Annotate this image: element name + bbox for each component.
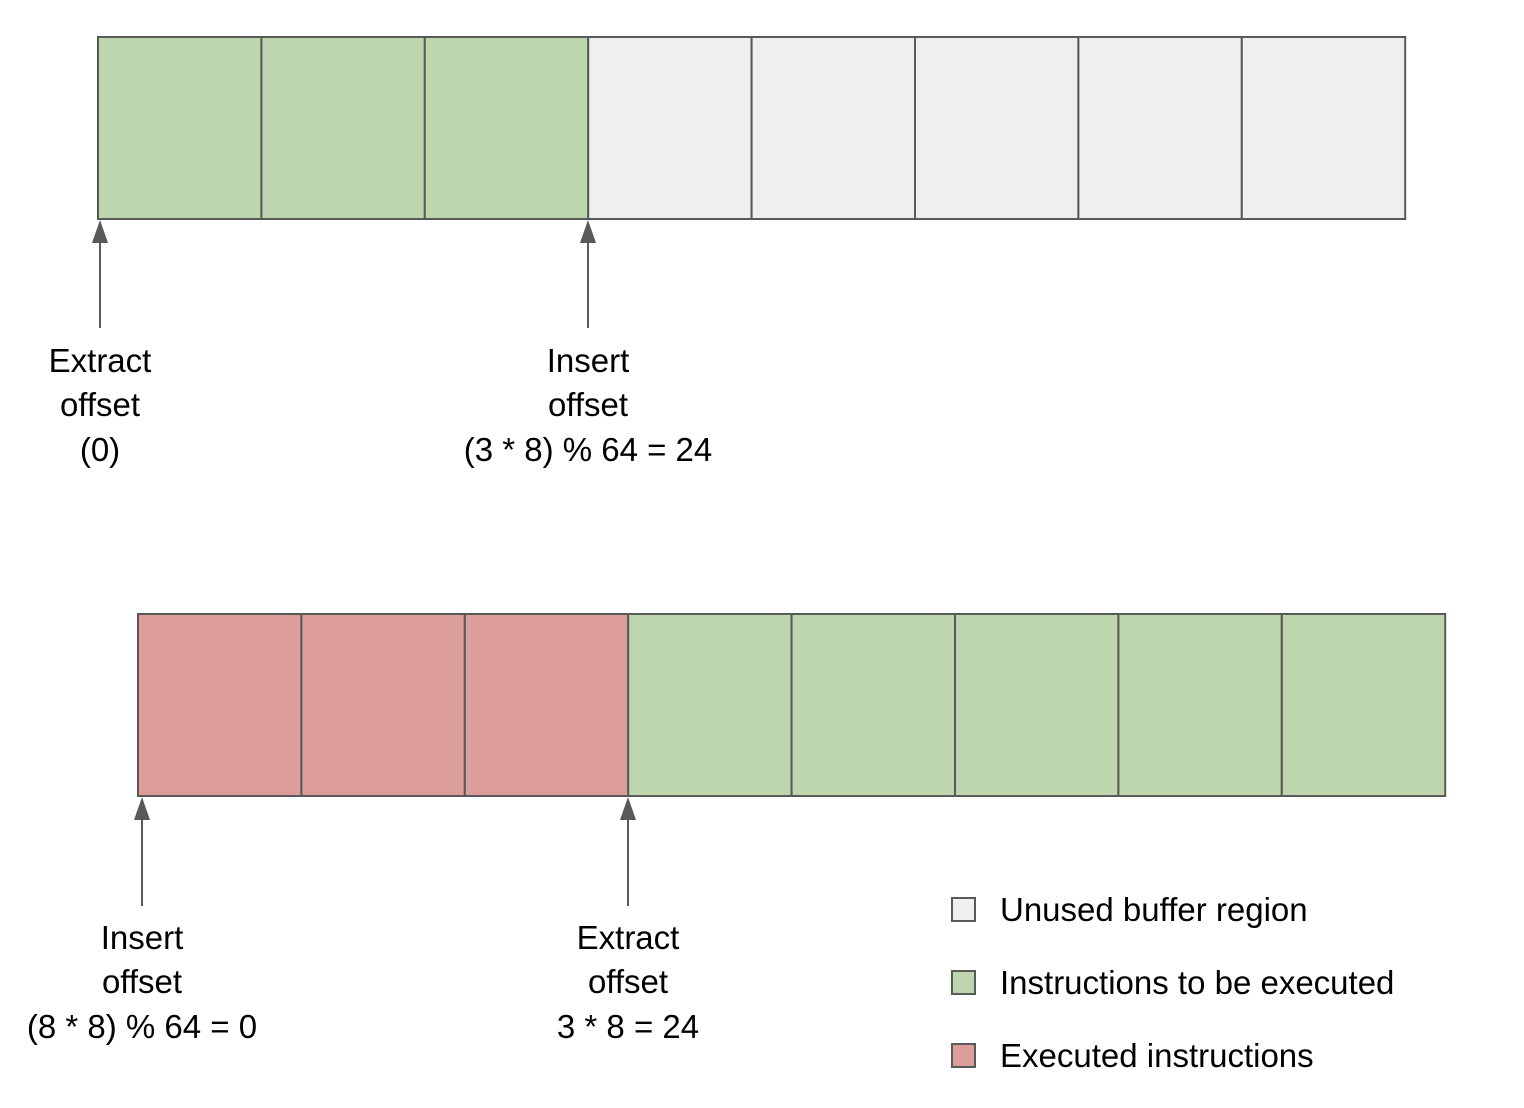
buffer-2-slot-7-pending bbox=[1117, 613, 1283, 797]
pointer-insert-offset: Insert offset (3 * 8) % 64 = 24 bbox=[464, 220, 713, 468]
buffer-2-slot-4-pending bbox=[627, 613, 793, 797]
buffer-1-slot-6-unused bbox=[914, 36, 1080, 220]
buffer-1-slot-7-unused bbox=[1077, 36, 1243, 220]
insert-offset-arrowhead bbox=[580, 220, 596, 243]
pointer-extract-offset-advanced: Extract offset 3 * 8 = 24 bbox=[557, 797, 699, 1045]
insert-offset-label-line-2: offset bbox=[548, 386, 628, 423]
extract-offset-arrowhead bbox=[92, 220, 108, 243]
insert-offset-wrapped-arrowhead bbox=[134, 797, 150, 820]
extract-offset-label-line-1: Extract bbox=[49, 342, 152, 379]
extract-offset-label-line-2: offset bbox=[60, 386, 140, 423]
buffer-2-slot-5-pending bbox=[790, 613, 956, 797]
legend-label-pending: Instructions to be executed bbox=[1000, 964, 1394, 1001]
legend-swatch-pending bbox=[951, 970, 976, 995]
buffer-2-slot-8-pending bbox=[1280, 613, 1447, 797]
buffer-1-slot-5-unused bbox=[750, 36, 916, 220]
legend-swatch-unused bbox=[951, 897, 976, 922]
legend: Unused buffer region Instructions to be … bbox=[951, 891, 1394, 1074]
insert-offset-wrapped-label-line-2: offset bbox=[102, 963, 182, 1000]
buffer-1-slot-2-pending bbox=[260, 36, 426, 220]
buffer-1-slot-1-pending bbox=[97, 36, 263, 220]
legend-swatch-executed bbox=[951, 1043, 976, 1068]
legend-item-unused: Unused buffer region bbox=[951, 891, 1308, 928]
buffer-1-slot-4-unused bbox=[587, 36, 753, 220]
buffer-1-slot-3-pending bbox=[423, 36, 590, 220]
extract-offset-advanced-label-line-2: offset bbox=[588, 963, 668, 1000]
insert-offset-label-line-3: (3 * 8) % 64 = 24 bbox=[464, 431, 713, 468]
extract-offset-advanced-label-line-1: Extract bbox=[577, 919, 680, 956]
legend-label-unused: Unused buffer region bbox=[1000, 891, 1308, 928]
insert-offset-wrapped-label-line-3: (8 * 8) % 64 = 0 bbox=[27, 1008, 257, 1045]
buffer-1-slot-8-unused bbox=[1240, 36, 1407, 220]
extract-offset-label-line-3: (0) bbox=[80, 431, 120, 468]
buffer-2-slot-6-pending bbox=[954, 613, 1120, 797]
pointer-extract-offset: Extract offset (0) bbox=[49, 220, 152, 468]
extract-offset-advanced-arrowhead bbox=[620, 797, 636, 820]
buffer-after-wrap: Insert offset (8 * 8) % 64 = 0 Extract o… bbox=[27, 613, 1447, 1045]
buffer-before-wrap: Extract offset (0) Insert offset (3 * 8)… bbox=[49, 36, 1407, 468]
insert-offset-wrapped-label-line-1: Insert bbox=[101, 919, 184, 956]
insert-offset-label-line-1: Insert bbox=[547, 342, 630, 379]
legend-item-pending: Instructions to be executed bbox=[951, 964, 1394, 1001]
buffer-2-slot-1-executed bbox=[137, 613, 303, 797]
extract-offset-advanced-label-line-3: 3 * 8 = 24 bbox=[557, 1008, 699, 1045]
buffer-2-slot-2-executed bbox=[300, 613, 466, 797]
buffer-2-slot-3-executed bbox=[463, 613, 630, 797]
legend-label-executed: Executed instructions bbox=[1000, 1037, 1314, 1074]
legend-item-executed: Executed instructions bbox=[951, 1037, 1314, 1074]
pointer-insert-offset-wrapped: Insert offset (8 * 8) % 64 = 0 bbox=[27, 797, 257, 1045]
